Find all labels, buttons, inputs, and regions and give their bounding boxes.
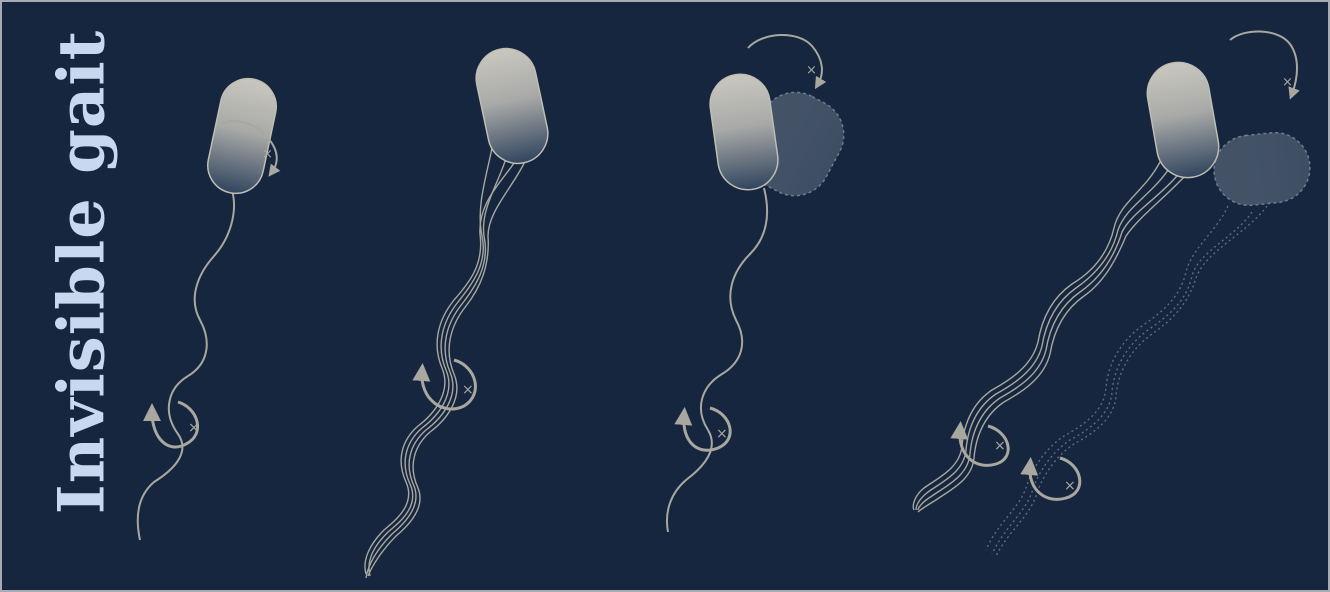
flagellum-bundle — [364, 141, 533, 579]
rotation-arrow-icon — [215, 119, 281, 177]
rotation-arrow-icon — [747, 33, 827, 90]
rotation-axis-cross-icon: × — [188, 420, 200, 436]
rotation-arrow-icon — [1020, 456, 1082, 501]
rotation-axis-cross-icon: × — [806, 63, 817, 78]
bacterium-cell — [709, 73, 779, 191]
rotation-marker-tail: × — [950, 421, 1010, 467]
rotation-arrow-icon — [1229, 30, 1300, 100]
bacterium-cell — [1146, 61, 1220, 179]
flagellum-strand — [367, 141, 533, 577]
rotation-axis-cross-icon: × — [716, 426, 728, 442]
flagellum-strand — [915, 163, 1173, 511]
rotation-marker-head: × — [1229, 30, 1300, 100]
rotation-arrow-icon — [412, 358, 477, 411]
rotation-arrow-icon — [950, 421, 1010, 467]
bacterium-cell — [475, 47, 549, 165]
rotation-marker-ghost: × — [1020, 456, 1082, 501]
flagellum-strand — [666, 187, 769, 533]
bacterium-cell — [207, 77, 277, 195]
panel-4: × × × — [912, 30, 1311, 557]
flagellum-strand — [917, 147, 1209, 513]
rotation-marker-tail: × — [143, 400, 200, 449]
ghost-flagellum-bundle — [985, 201, 1271, 557]
ghost-flagellum-strand — [985, 205, 1229, 551]
rotation-marker-head: × — [747, 33, 827, 90]
panel-1: × × — [136, 77, 281, 541]
ghost-flagellum-strand — [995, 201, 1271, 557]
flagellum-strand — [368, 147, 493, 577]
rotation-axis-cross-icon: × — [462, 382, 474, 398]
flagellum-strand — [365, 151, 509, 579]
rotation-axis-cross-icon: × — [1064, 478, 1076, 494]
flagellum-strand — [917, 151, 1195, 511]
rotation-arrow-icon — [143, 400, 199, 449]
rotation-arrow-icon — [674, 406, 732, 452]
rotation-marker-tail: × — [674, 406, 732, 452]
flagellum-strand — [912, 161, 1161, 511]
panel-2: × — [364, 47, 549, 579]
rotation-axis-cross-icon: × — [1282, 75, 1293, 90]
flagellum-strand — [364, 151, 523, 575]
rotation-marker-head: × — [215, 119, 281, 177]
rotation-axis-cross-icon: × — [262, 147, 273, 162]
ghost-cell — [1213, 131, 1311, 207]
flagellum-strand — [136, 189, 235, 541]
ghost-flagellum-strand — [991, 211, 1253, 555]
rotation-marker-tail: × — [412, 358, 477, 411]
rotation-axis-cross-icon: × — [994, 438, 1006, 454]
panel-3: × × — [666, 33, 845, 533]
flagellum-bundle — [912, 147, 1209, 513]
